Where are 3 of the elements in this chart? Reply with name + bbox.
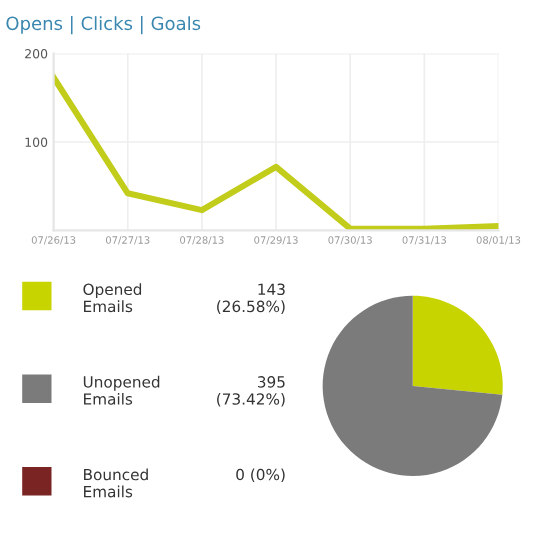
chart-title: Opens | Clicks | Goals bbox=[6, 16, 201, 35]
pie-slice bbox=[322, 295, 503, 476]
pie-slice bbox=[412, 295, 503, 395]
